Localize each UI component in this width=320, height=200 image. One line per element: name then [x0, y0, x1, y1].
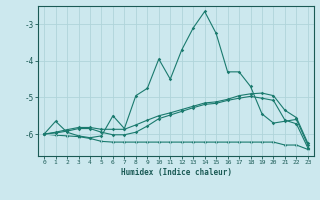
X-axis label: Humidex (Indice chaleur): Humidex (Indice chaleur) — [121, 168, 231, 177]
